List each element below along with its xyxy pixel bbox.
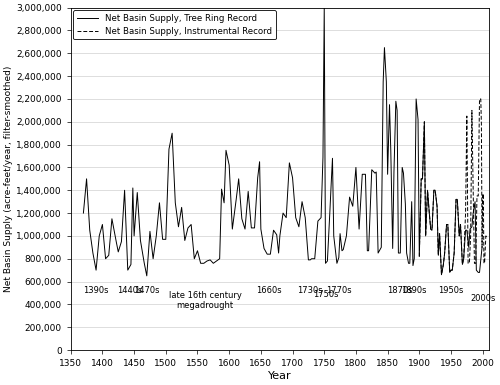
Net Basin Supply, Tree Ring Record <box>182 238 188 243</box>
Net Basin Supply, Instrumental Record <box>438 273 444 277</box>
Text: 1770s: 1770s <box>326 286 351 295</box>
Net Basin Supply, Instrumental Record <box>476 97 482 101</box>
Y-axis label: Net Basin Supply (acre-feet/year, filter-smoothed): Net Basin Supply (acre-feet/year, filter… <box>4 66 13 292</box>
Net Basin Supply, Tree Ring Record <box>80 211 86 215</box>
Text: 1950s: 1950s <box>438 286 464 295</box>
Net Basin Supply, Tree Ring Record <box>318 195 324 200</box>
Text: 1890s: 1890s <box>402 286 427 295</box>
Text: 1660s: 1660s <box>256 286 281 295</box>
Net Basin Supply, Instrumental Record <box>471 224 477 229</box>
X-axis label: Year: Year <box>268 371 291 381</box>
Net Basin Supply, Instrumental Record <box>427 219 433 224</box>
Text: late 16th century
megadrought: late 16th century megadrought <box>168 291 242 310</box>
Net Basin Supply, Tree Ring Record <box>476 270 482 275</box>
Text: 1440s: 1440s <box>117 286 142 295</box>
Net Basin Supply, Instrumental Record <box>477 97 483 101</box>
Net Basin Supply, Instrumental Record <box>424 218 430 223</box>
Line: Net Basin Supply, Tree Ring Record: Net Basin Supply, Tree Ring Record <box>84 8 482 276</box>
Text: 1750s: 1750s <box>313 290 338 298</box>
Net Basin Supply, Tree Ring Record <box>144 273 150 278</box>
Net Basin Supply, Instrumental Record <box>484 235 490 239</box>
Net Basin Supply, Tree Ring Record <box>410 260 416 264</box>
Net Basin Supply, Tree Ring Record <box>378 246 384 251</box>
Text: 1730s: 1730s <box>298 286 323 295</box>
Text: 1470s: 1470s <box>134 286 160 295</box>
Net Basin Supply, Tree Ring Record <box>132 216 138 221</box>
Line: Net Basin Supply, Instrumental Record: Net Basin Supply, Instrumental Record <box>420 99 487 275</box>
Text: 2000s: 2000s <box>470 294 496 303</box>
Net Basin Supply, Tree Ring Record <box>321 5 327 10</box>
Text: 1390s: 1390s <box>84 286 109 295</box>
Net Basin Supply, Instrumental Record <box>448 268 454 273</box>
Net Basin Supply, Tree Ring Record <box>479 245 485 249</box>
Legend: Net Basin Supply, Tree Ring Record, Net Basin Supply, Instrumental Record: Net Basin Supply, Tree Ring Record, Net … <box>74 10 276 39</box>
Net Basin Supply, Instrumental Record <box>416 254 422 259</box>
Text: 1870s: 1870s <box>388 286 413 295</box>
Net Basin Supply, Instrumental Record <box>475 194 481 198</box>
